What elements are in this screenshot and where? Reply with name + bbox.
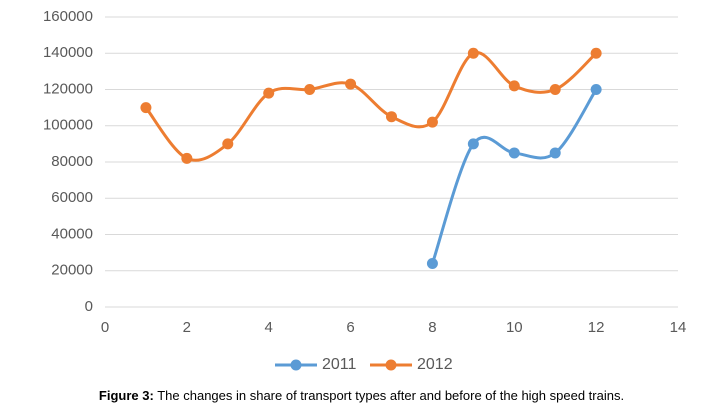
- data-point: [345, 78, 357, 90]
- x-tick-label: 0: [101, 319, 109, 336]
- series-line: [144, 51, 598, 162]
- data-point: [426, 116, 438, 128]
- data-point: [426, 258, 438, 269]
- data-point: [304, 84, 316, 95]
- x-tick-label: 12: [588, 319, 605, 336]
- y-tick-label: 40000: [51, 225, 93, 242]
- series-line: [431, 88, 598, 264]
- y-tick-label: 160000: [43, 8, 93, 25]
- x-tick-label: 2: [183, 319, 191, 336]
- y-tick-label: 120000: [43, 80, 93, 97]
- caption-label: Figure 3:: [98, 388, 154, 403]
- chart: 0 20000 40000 60000 80000 100000 120000 140000 1…: [43, 8, 687, 373]
- data-point: [549, 84, 561, 95]
- x-tick-label: 14: [670, 319, 687, 336]
- caption-text: The changes in share of transport types …: [157, 388, 625, 403]
- legend-label: 2012: [417, 356, 453, 373]
- data-point: [590, 84, 602, 95]
- y-tick-label: 0: [85, 298, 93, 315]
- data-point: [508, 147, 520, 159]
- data-point: [181, 152, 193, 164]
- x-tick-label: 6: [346, 319, 354, 336]
- data-point: [549, 147, 561, 159]
- data-point: [590, 47, 602, 59]
- y-tick-label: 20000: [51, 262, 93, 279]
- x-tick-label: 10: [506, 319, 523, 336]
- legend-marker: [290, 359, 302, 371]
- data-point: [467, 138, 479, 150]
- x-tick-label: 8: [428, 319, 436, 336]
- legend-label: 2011: [322, 356, 357, 373]
- data-point: [508, 80, 520, 92]
- data-point: [222, 138, 234, 150]
- y-tick-label: 60000: [51, 189, 93, 206]
- y-tick-label: 100000: [43, 117, 93, 134]
- x-tick-label: 4: [265, 319, 273, 336]
- data-point: [467, 47, 479, 59]
- y-tick-label: 140000: [43, 44, 93, 61]
- data-point: [263, 87, 275, 99]
- data-point: [386, 111, 397, 123]
- legend-marker: [385, 359, 397, 371]
- caption: Figure 3: The changes in share of transp…: [0, 388, 723, 403]
- y-tick-label: 80000: [51, 153, 93, 170]
- data-point: [140, 102, 152, 114]
